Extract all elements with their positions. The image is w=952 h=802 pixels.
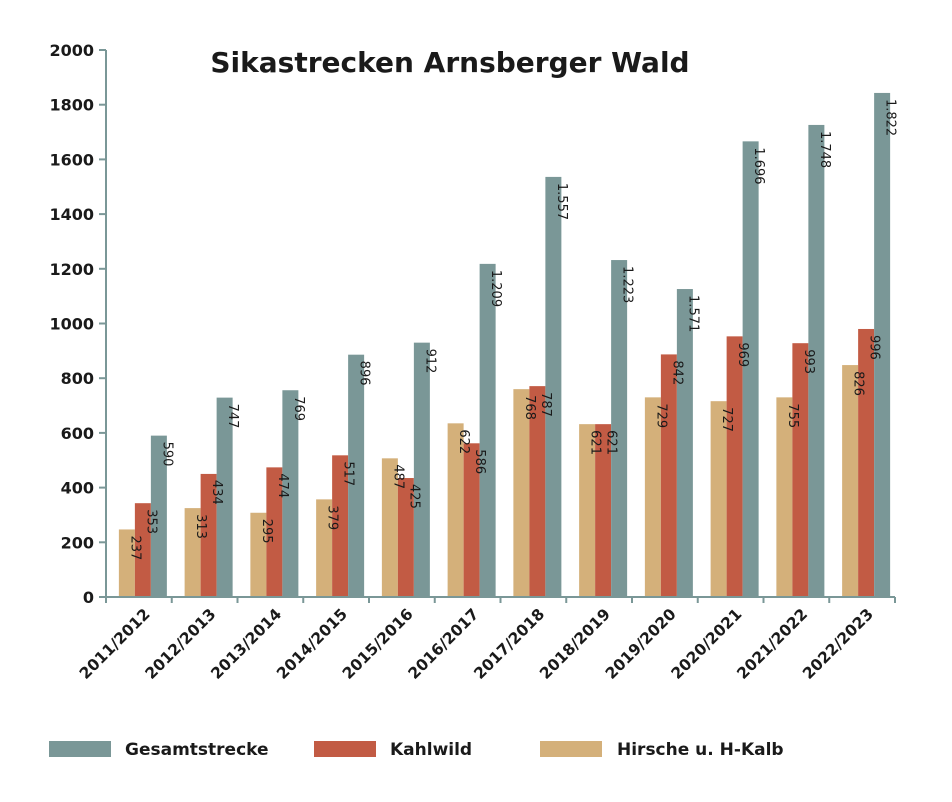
- data-label: 237: [127, 535, 142, 560]
- bar-kahlwild-2012-2013: [200, 473, 217, 597]
- data-label: 313: [193, 514, 208, 539]
- bar-hirsche-u-h-kalb-2011-2012: [118, 529, 135, 597]
- bar-kahlwild-2011-2012: [134, 503, 151, 597]
- bar-hirsche-u-h-kalb-2015-2016: [381, 458, 398, 597]
- data-label: 590: [159, 442, 174, 467]
- bar-gesamtstrecke-2011-2012: [150, 435, 167, 597]
- data-label: 769: [291, 396, 306, 421]
- bars-layer: [118, 92, 891, 598]
- data-label: 295: [259, 519, 274, 544]
- bar-gesamtstrecke-2015-2016: [413, 342, 430, 597]
- data-label: 1.822: [883, 99, 898, 136]
- bar-gesamtstrecke-2014-2015: [348, 354, 365, 597]
- bar-gesamtstrecke-2021-2022: [808, 124, 825, 598]
- bar-hirsche-u-h-kalb-2018-2019: [579, 424, 596, 597]
- data-label: 896: [357, 361, 372, 386]
- data-label: 1.696: [751, 147, 766, 184]
- y-tick-label: 1200: [49, 260, 94, 279]
- data-label: 487: [390, 464, 405, 489]
- y-tick-label: 800: [61, 369, 94, 388]
- bar-kahlwild-2021-2022: [792, 343, 809, 597]
- bar-gesamtstrecke-2022-2023: [874, 92, 891, 597]
- data-label: 996: [867, 335, 882, 360]
- bar-gesamtstrecke-2017-2018: [545, 176, 562, 598]
- bar-hirsche-u-h-kalb-2020-2021: [710, 401, 727, 597]
- bar-gesamtstrecke-2018-2019: [611, 260, 628, 597]
- data-label: 747: [225, 404, 240, 429]
- y-tick-label: 200: [61, 533, 94, 552]
- bar-hirsche-u-h-kalb-2022-2023: [842, 365, 859, 597]
- data-label: 474: [275, 473, 290, 498]
- bar-kahlwild-2022-2023: [858, 328, 875, 597]
- data-label: 621: [604, 430, 619, 455]
- bar-gesamtstrecke-2019-2020: [676, 289, 693, 597]
- bar-hirsche-u-h-kalb-2013-2014: [250, 512, 267, 597]
- data-label: 586: [472, 449, 487, 474]
- data-label: 621: [588, 430, 603, 455]
- data-label: 842: [669, 360, 684, 385]
- data-label: 379: [325, 505, 340, 530]
- bar-kahlwild-2013-2014: [266, 467, 283, 597]
- chart-title: Sikastrecken Arnsberger Wald: [210, 46, 689, 79]
- data-label: 517: [341, 461, 356, 486]
- data-label: 969: [735, 342, 750, 367]
- y-tick-label: 1600: [49, 150, 94, 169]
- data-label: 1.557: [554, 183, 569, 220]
- data-label: 826: [851, 371, 866, 396]
- bar-kahlwild-2018-2019: [595, 424, 612, 597]
- legend-label: Kahlwild: [390, 740, 472, 760]
- bar-gesamtstrecke-2020-2021: [742, 141, 759, 597]
- data-label: 434: [209, 480, 224, 505]
- y-tick-label: 2000: [49, 41, 94, 60]
- data-label: 993: [801, 349, 816, 374]
- data-label: 353: [143, 509, 158, 534]
- x-tick-label: 2022/2023: [799, 605, 877, 683]
- data-label: 727: [719, 407, 734, 432]
- y-tick-label: 1800: [49, 96, 94, 115]
- data-label: 755: [785, 403, 800, 428]
- legend-swatch-gesamtstrecke: [49, 741, 111, 757]
- data-label: 729: [653, 403, 668, 428]
- legend: Gesamtstrecke Kahlwild Hirsche u. H-Kalb: [49, 740, 784, 760]
- bar-kahlwild-2017-2018: [529, 386, 546, 597]
- data-label: 1.223: [620, 266, 635, 303]
- bar-gesamtstrecke-2012-2013: [216, 397, 233, 597]
- bar-kahlwild-2019-2020: [660, 354, 677, 597]
- data-label: 1.748: [817, 131, 832, 168]
- data-label: 768: [522, 395, 537, 420]
- legend-label: Hirsche u. H-Kalb: [617, 740, 784, 760]
- bar-hirsche-u-h-kalb-2017-2018: [513, 389, 530, 597]
- bar-hirsche-u-h-kalb-2012-2013: [184, 508, 201, 597]
- data-label: 787: [538, 392, 553, 417]
- legend-swatch-kahlwild: [314, 741, 376, 757]
- data-label: 1.209: [488, 270, 503, 307]
- bar-hirsche-u-h-kalb-2021-2022: [776, 397, 793, 597]
- bar-gesamtstrecke-2016-2017: [479, 263, 496, 597]
- bar-hirsche-u-h-kalb-2014-2015: [316, 499, 333, 597]
- data-label: 912: [422, 349, 437, 374]
- bar-kahlwild-2020-2021: [726, 336, 743, 597]
- y-tick-label: 600: [61, 424, 94, 443]
- bar-kahlwild-2015-2016: [397, 478, 414, 597]
- data-label: 425: [406, 484, 421, 509]
- y-tick-label: 400: [61, 479, 94, 498]
- bar-kahlwild-2014-2015: [332, 455, 349, 597]
- legend-swatch-hirsche-u-h-kalb: [540, 741, 602, 757]
- y-tick-label: 1000: [49, 315, 94, 334]
- y-tick-label: 0: [83, 588, 94, 607]
- legend-label: Gesamtstrecke: [125, 740, 269, 760]
- y-tick-label: 1400: [49, 205, 94, 224]
- data-label: 1.571: [685, 295, 700, 332]
- bar-hirsche-u-h-kalb-2016-2017: [447, 423, 464, 597]
- bar-kahlwild-2016-2017: [463, 443, 480, 597]
- bar-gesamtstrecke-2013-2014: [282, 390, 299, 597]
- bar-hirsche-u-h-kalb-2019-2020: [644, 397, 661, 597]
- data-label: 622: [456, 429, 471, 454]
